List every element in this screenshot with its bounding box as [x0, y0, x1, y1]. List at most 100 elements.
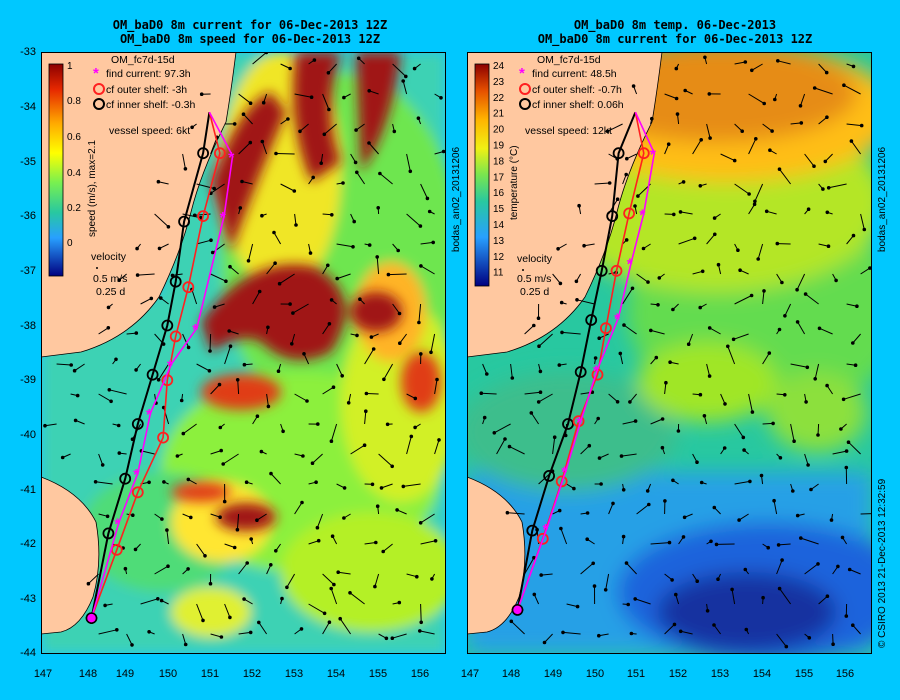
velocity-arrow-head: [713, 232, 717, 237]
inner-route-marker: [146, 368, 159, 381]
colorbar-tick: 20: [493, 125, 505, 136]
velocity-arrow: [622, 288, 633, 305]
y-tick: -40: [20, 429, 36, 441]
velocity-arrow-head: [753, 199, 757, 204]
velocity-arrow: [126, 633, 133, 646]
outer-route-marker: [197, 210, 210, 223]
velocity-arrow-head: [439, 96, 443, 100]
velocity-arrow: [846, 123, 862, 127]
temperature-colorbar-ticks: 24 23 22 21 20 19 18 17 16 15 14 13 12 11: [493, 61, 505, 279]
velocity-arrow-head: [700, 269, 705, 274]
y-tick: -44: [20, 647, 36, 659]
velocity-arrow-head: [859, 123, 864, 128]
velocity-arrow: [382, 543, 393, 552]
velocity-arrow: [182, 333, 190, 348]
velocity-arrow-head: [135, 273, 140, 277]
velocity-arrow-head: [286, 117, 290, 121]
velocity-arrow: [420, 540, 436, 545]
velocity-arrow: [790, 423, 795, 442]
velocity-arrow-head: [378, 171, 382, 176]
velocity-arrow-head: [398, 341, 402, 346]
velocity-arrow-head: [599, 482, 603, 486]
velocity-arrow: [622, 420, 636, 425]
velocity-arrow-head: [510, 376, 515, 380]
inner-route-marker: [612, 147, 625, 160]
velocity-arrow-head: [160, 517, 164, 521]
velocity-arrow-head: [342, 95, 346, 100]
velocity-arrow: [510, 620, 525, 635]
inner-route-marker: [197, 147, 210, 160]
velocity-arrow-head: [210, 250, 215, 255]
velocity-arrow: [337, 273, 351, 280]
velocity-arrow-head: [772, 498, 776, 503]
velocity-arrow-head: [367, 243, 372, 247]
velocity-arrow-head: [338, 616, 343, 621]
velocity-arrow-head: [552, 435, 557, 440]
outer-route-marker: [610, 264, 623, 277]
velocity-arrow-head: [356, 56, 361, 61]
velocity-arrow: [524, 325, 535, 335]
velocity-arrow-head: [503, 437, 507, 441]
right-temperature-map: 24 23 22 21 20 19 18 17 16 15 14 13 12 11 temperature…: [467, 52, 872, 654]
velocity-arrow-head: [208, 581, 213, 586]
velocity-arrow-head: [186, 345, 191, 350]
velocity-arrow-head: [813, 377, 818, 381]
velocity-arrow-head: [330, 213, 334, 217]
velocity-arrow-head: [676, 429, 681, 433]
velocity-arrow-head: [392, 129, 397, 134]
outer-route-marker: [623, 207, 636, 220]
right-routes: * * * * * * * *: [511, 111, 657, 616]
velocity-arrow-head: [257, 289, 262, 294]
velocity-arrow: [524, 391, 541, 395]
velocity-arrow: [279, 273, 295, 285]
velocity-arrow-head: [305, 399, 309, 403]
velocity-arrow-head: [783, 393, 787, 397]
velocity-arrow-head: [831, 642, 835, 647]
velocity-arrow: [388, 273, 407, 276]
velocity-arrow: [256, 513, 267, 521]
velocity-arrow: [680, 211, 693, 215]
velocity-arrow-head: [235, 527, 240, 532]
velocity-arrow: [252, 291, 261, 305]
velocity-arrow-head: [748, 479, 752, 484]
x-tick: 152: [242, 668, 262, 680]
velocity-arrow-head: [750, 68, 754, 73]
velocity-arrow-head: [109, 399, 113, 404]
find-route-line: [90, 111, 234, 619]
velocity-arrow-head: [117, 278, 121, 282]
velocity-arrow: [349, 592, 365, 605]
velocity-arrow-head: [759, 473, 764, 478]
velocity-arrow-head: [825, 383, 829, 388]
velocity-arrow-head: [844, 449, 849, 453]
velocity-arrow: [738, 513, 749, 521]
velocity-arrow-head: [780, 280, 784, 285]
velocity-arrow: [322, 323, 330, 335]
velocity-arrow-head: [855, 304, 859, 308]
velocity-arrow-head: [780, 558, 784, 562]
outer-route-marker: [637, 147, 650, 160]
inner-route-marker: [131, 418, 144, 430]
velocity-arrow: [229, 266, 239, 275]
velocity-arrow-head: [412, 66, 417, 71]
find-route-marker: *: [627, 257, 634, 274]
colorbar-tick: 17: [493, 172, 505, 183]
velocity-arrow-head: [585, 537, 589, 542]
x-tick: 154: [752, 668, 772, 680]
velocity-arrow: [137, 273, 155, 276]
velocity-arrow: [751, 63, 763, 71]
velocity-arrow-head: [106, 305, 111, 310]
velocity-arrow-head: [364, 409, 368, 414]
velocity-arrow: [734, 295, 752, 305]
velocity-arrow-head: [707, 92, 712, 96]
velocity-arrow-head: [248, 101, 253, 106]
velocity-arrow-head: [773, 97, 777, 102]
colorbar-tick: 12: [493, 252, 505, 263]
velocity-arrow: [731, 589, 736, 605]
outer-route-marker: [599, 322, 612, 335]
velocity-arrow-head: [712, 623, 716, 627]
velocity-arrow-head: [529, 411, 534, 415]
velocity-arrow: [605, 573, 610, 590]
velocity-arrow-head: [738, 268, 742, 272]
velocity-arrow-head: [597, 633, 601, 638]
velocity-arrow: [243, 113, 253, 125]
